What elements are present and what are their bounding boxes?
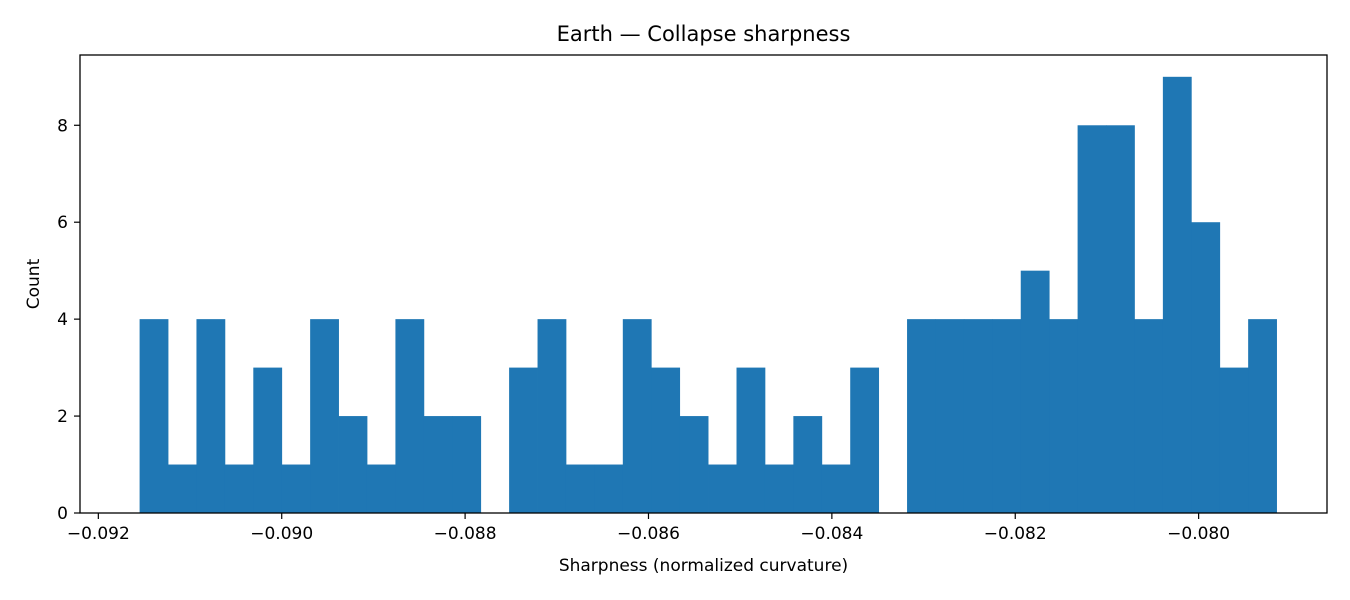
histogram-bar [793, 416, 823, 513]
x-tick-label: −0.090 [250, 524, 313, 544]
y-tick-label: 8 [57, 116, 68, 136]
histogram-bar [708, 464, 737, 513]
histogram-bar [992, 319, 1022, 513]
histogram-bar [1134, 319, 1164, 513]
x-tick-label: −0.080 [1167, 524, 1230, 544]
y-tick-label: 6 [57, 213, 68, 233]
histogram-bar [281, 464, 311, 513]
histogram-bar [764, 464, 794, 513]
histogram-bar [509, 367, 538, 513]
histogram-bar [850, 367, 880, 513]
histogram-bar [963, 319, 993, 513]
histogram-bar [622, 319, 652, 513]
y-tick-label: 2 [57, 407, 68, 427]
x-tick-label: −0.082 [984, 524, 1047, 544]
histogram-bar [366, 464, 396, 513]
y-axis-label: Count [24, 258, 44, 309]
histogram-bar [253, 367, 283, 513]
histogram-bar [1106, 125, 1135, 513]
histogram-bar [565, 464, 595, 513]
histogram-bar [821, 464, 851, 513]
histogram-bar [1248, 319, 1277, 513]
histogram-bar [651, 367, 681, 513]
x-tick-label: −0.084 [800, 524, 863, 544]
histogram-bar [935, 319, 965, 513]
plot-frame [79, 54, 1328, 514]
histogram-bar [679, 416, 709, 513]
x-axis: −0.092 −0.090 −0.088 −0.086 −0.084 −0.082 −0.0… [67, 513, 1230, 544]
histogram-bar [1049, 319, 1078, 513]
histogram-bar [907, 319, 936, 513]
histogram-bar [139, 319, 169, 513]
histogram-bar [168, 464, 197, 513]
y-tick-label: 4 [57, 310, 68, 330]
histogram-bar [423, 416, 453, 513]
histogram-bar [736, 367, 766, 513]
chart-title: Earth — Collapse sharpness [557, 22, 851, 46]
x-tick-label: −0.092 [67, 524, 130, 544]
x-axis-label: Sharpness (normalized curvature) [559, 556, 848, 576]
histogram-bar [196, 319, 226, 513]
y-tick-label: 0 [57, 504, 68, 524]
histogram-bar [537, 319, 567, 513]
y-axis: 0 2 4 6 8 [57, 116, 80, 524]
histogram-bar [395, 319, 425, 513]
histogram-bar [594, 464, 624, 513]
histogram-bar [1020, 270, 1050, 513]
x-tick-label: −0.086 [617, 524, 680, 544]
histogram-bar [1191, 222, 1221, 513]
bars-group [139, 76, 1277, 513]
x-tick-label: −0.088 [434, 524, 497, 544]
histogram-bar [1077, 125, 1107, 513]
histogram-bar [1219, 367, 1249, 513]
histogram-bar [310, 319, 339, 513]
histogram-bar [452, 416, 482, 513]
histogram-bar [338, 416, 368, 513]
histogram-bar [224, 464, 254, 513]
histogram-bar [1162, 76, 1192, 513]
